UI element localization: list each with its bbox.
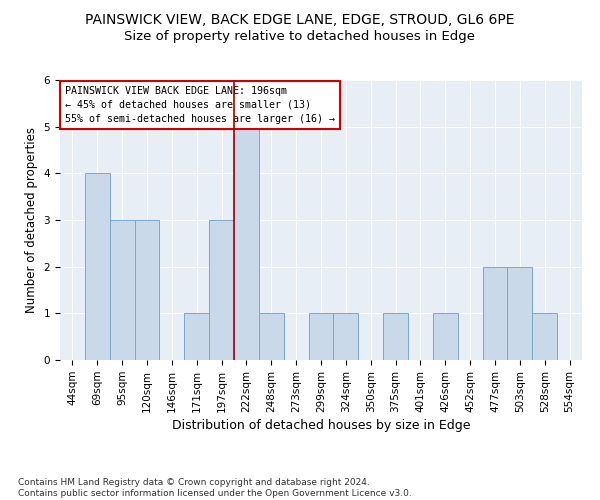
Bar: [259, 314, 284, 360]
Bar: [334, 314, 358, 360]
Bar: [234, 126, 259, 360]
X-axis label: Distribution of detached houses by size in Edge: Distribution of detached houses by size …: [172, 419, 470, 432]
Bar: [532, 314, 557, 360]
Text: PAINSWICK VIEW, BACK EDGE LANE, EDGE, STROUD, GL6 6PE: PAINSWICK VIEW, BACK EDGE LANE, EDGE, ST…: [85, 12, 515, 26]
Bar: [308, 314, 334, 360]
Bar: [383, 314, 408, 360]
Bar: [508, 266, 532, 360]
Bar: [110, 220, 134, 360]
Bar: [209, 220, 234, 360]
Text: PAINSWICK VIEW BACK EDGE LANE: 196sqm
← 45% of detached houses are smaller (13)
: PAINSWICK VIEW BACK EDGE LANE: 196sqm ← …: [65, 86, 335, 124]
Bar: [134, 220, 160, 360]
Bar: [482, 266, 508, 360]
Bar: [433, 314, 458, 360]
Bar: [85, 174, 110, 360]
Text: Size of property relative to detached houses in Edge: Size of property relative to detached ho…: [125, 30, 476, 43]
Y-axis label: Number of detached properties: Number of detached properties: [25, 127, 38, 313]
Bar: [184, 314, 209, 360]
Text: Contains HM Land Registry data © Crown copyright and database right 2024.
Contai: Contains HM Land Registry data © Crown c…: [18, 478, 412, 498]
